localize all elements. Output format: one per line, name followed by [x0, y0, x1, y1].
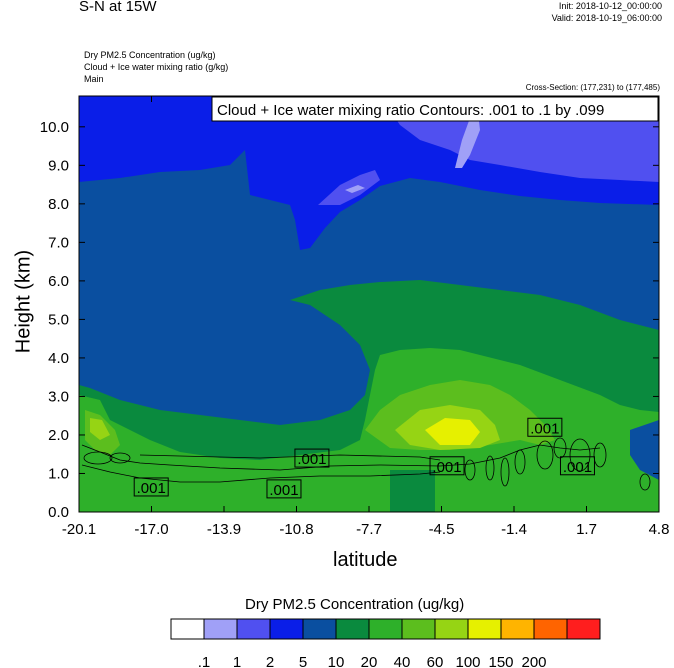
y-axis-label: Height (km)	[12, 249, 35, 354]
x-tick-label: -7.7	[356, 521, 382, 538]
contour-label-box	[527, 417, 563, 437]
y-tick-label: 6.0	[48, 273, 69, 290]
contour-label-text: .001	[137, 480, 166, 497]
contour-label: .001	[429, 456, 465, 476]
y-tick-label: 4.0	[48, 350, 69, 367]
contour-label: .001	[527, 417, 563, 437]
colorbar-label: 60	[427, 654, 444, 668]
colorbar-label: 200	[521, 654, 546, 668]
colorbar-swatch	[302, 618, 337, 640]
colorbar-label: .1	[198, 654, 211, 668]
x-tick-label: -10.8	[279, 521, 313, 538]
contour-label-box	[429, 456, 465, 476]
contour-label-text: .001	[432, 459, 461, 476]
y-tick-label: 7.0	[48, 234, 69, 251]
x-axis-label: latitude	[333, 549, 398, 571]
colorbar-swatch	[170, 618, 205, 640]
contour-label: .001	[133, 477, 169, 497]
y-tick-label: 3.0	[48, 388, 69, 405]
colorbar-swatch	[368, 618, 403, 640]
contour-labels: .001 .001 .001 .001 .001 .001	[133, 417, 595, 499]
y-tick-label: 5.0	[48, 311, 69, 328]
colorbar-swatch	[203, 618, 238, 640]
x-tick-label: -17.0	[134, 521, 168, 538]
colorbar-swatch	[467, 618, 502, 640]
plot-title: S-N at 15W	[79, 0, 157, 15]
x-tick-label: -1.4	[501, 521, 527, 538]
fill-level-1	[455, 112, 480, 168]
x-tick-label: -13.9	[207, 521, 241, 538]
colorbar-label: 40	[394, 654, 411, 668]
contour-label: .001	[559, 456, 595, 476]
y-axis: 0.0 1.0 2.0 3.0 4.0 5.0 6.0 7.0 8.0 9.0 10.0	[40, 119, 659, 521]
colorbar-label: 100	[455, 654, 480, 668]
cloud-contours	[81, 437, 651, 491]
contour-label: .001	[266, 479, 302, 499]
colorbar-title: Dry PM2.5 Concentration (ug/kg)	[245, 596, 465, 613]
init-time: Init: 2018-10-12_00:00:00	[558, 1, 662, 11]
colorbar-swatch	[566, 618, 601, 640]
contour-label: .001	[294, 448, 330, 468]
contour-label-box	[294, 448, 330, 468]
contour-label-text: .001	[530, 420, 559, 437]
fill-level-100	[90, 418, 110, 440]
colorbar: .1 1 2 5 10 20 40 60 100 150 200	[170, 618, 601, 668]
heatmap-fill	[79, 96, 659, 512]
contour-label-text: .001	[297, 451, 326, 468]
y-tick-label: 0.0	[48, 504, 69, 521]
fill-level-150	[425, 418, 480, 445]
y-tick-label: 10.0	[40, 119, 69, 136]
colorbar-label: 150	[488, 654, 513, 668]
colorbar-label: 10	[328, 654, 345, 668]
contour-label-text: .001	[563, 459, 592, 476]
contour-info-text: Cloud + Ice water mixing ratio Contours:…	[217, 102, 604, 119]
colorbar-label: 2	[266, 654, 274, 668]
colorbar-label: 5	[299, 654, 307, 668]
contour-label-box	[266, 479, 302, 499]
colorbar-swatch	[335, 618, 370, 640]
y-tick-label: 2.0	[48, 427, 69, 444]
contour-label-box	[133, 477, 169, 497]
field-label-main: Main	[84, 74, 104, 84]
colorbar-swatch	[269, 618, 304, 640]
colorbar-swatch	[533, 618, 568, 640]
x-tick-label: 4.8	[649, 521, 670, 538]
fill-level-2b	[318, 170, 380, 205]
x-tick-label: -20.1	[62, 521, 96, 538]
colorbar-swatch	[236, 618, 271, 640]
y-tick-label: 8.0	[48, 196, 69, 213]
colorbar-label: 20	[361, 654, 378, 668]
valid-time: Valid: 2018-10-19_06:00:00	[551, 13, 662, 23]
y-tick-label: 1.0	[48, 465, 69, 482]
fill-level-1b	[345, 185, 365, 193]
fill-level-20c	[390, 470, 435, 512]
colorbar-label: 1	[233, 654, 241, 668]
field-label-cloud: Cloud + Ice water mixing ratio (g/kg)	[84, 62, 229, 72]
x-tick-label: -4.5	[429, 521, 455, 538]
fill-level-10c	[630, 420, 659, 480]
contour-label-text: .001	[269, 482, 298, 499]
contour-label-box	[559, 456, 595, 476]
x-tick-label: 1.7	[576, 521, 597, 538]
contour-info-box	[211, 96, 659, 122]
cross-section-label: Cross-Section: (177,231) to (177,485)	[525, 83, 660, 92]
colorbar-swatch	[434, 618, 469, 640]
x-axis: -20.1 -17.0 -13.9 -10.8 -7.7 -4.5 -1.4 1.7 4.8	[62, 96, 670, 538]
y-tick-label: 9.0	[48, 157, 69, 174]
colorbar-swatch	[401, 618, 436, 640]
field-label-pm25: Dry PM2.5 Concentration (ug/kg)	[84, 50, 216, 60]
colorbar-swatch	[500, 618, 535, 640]
